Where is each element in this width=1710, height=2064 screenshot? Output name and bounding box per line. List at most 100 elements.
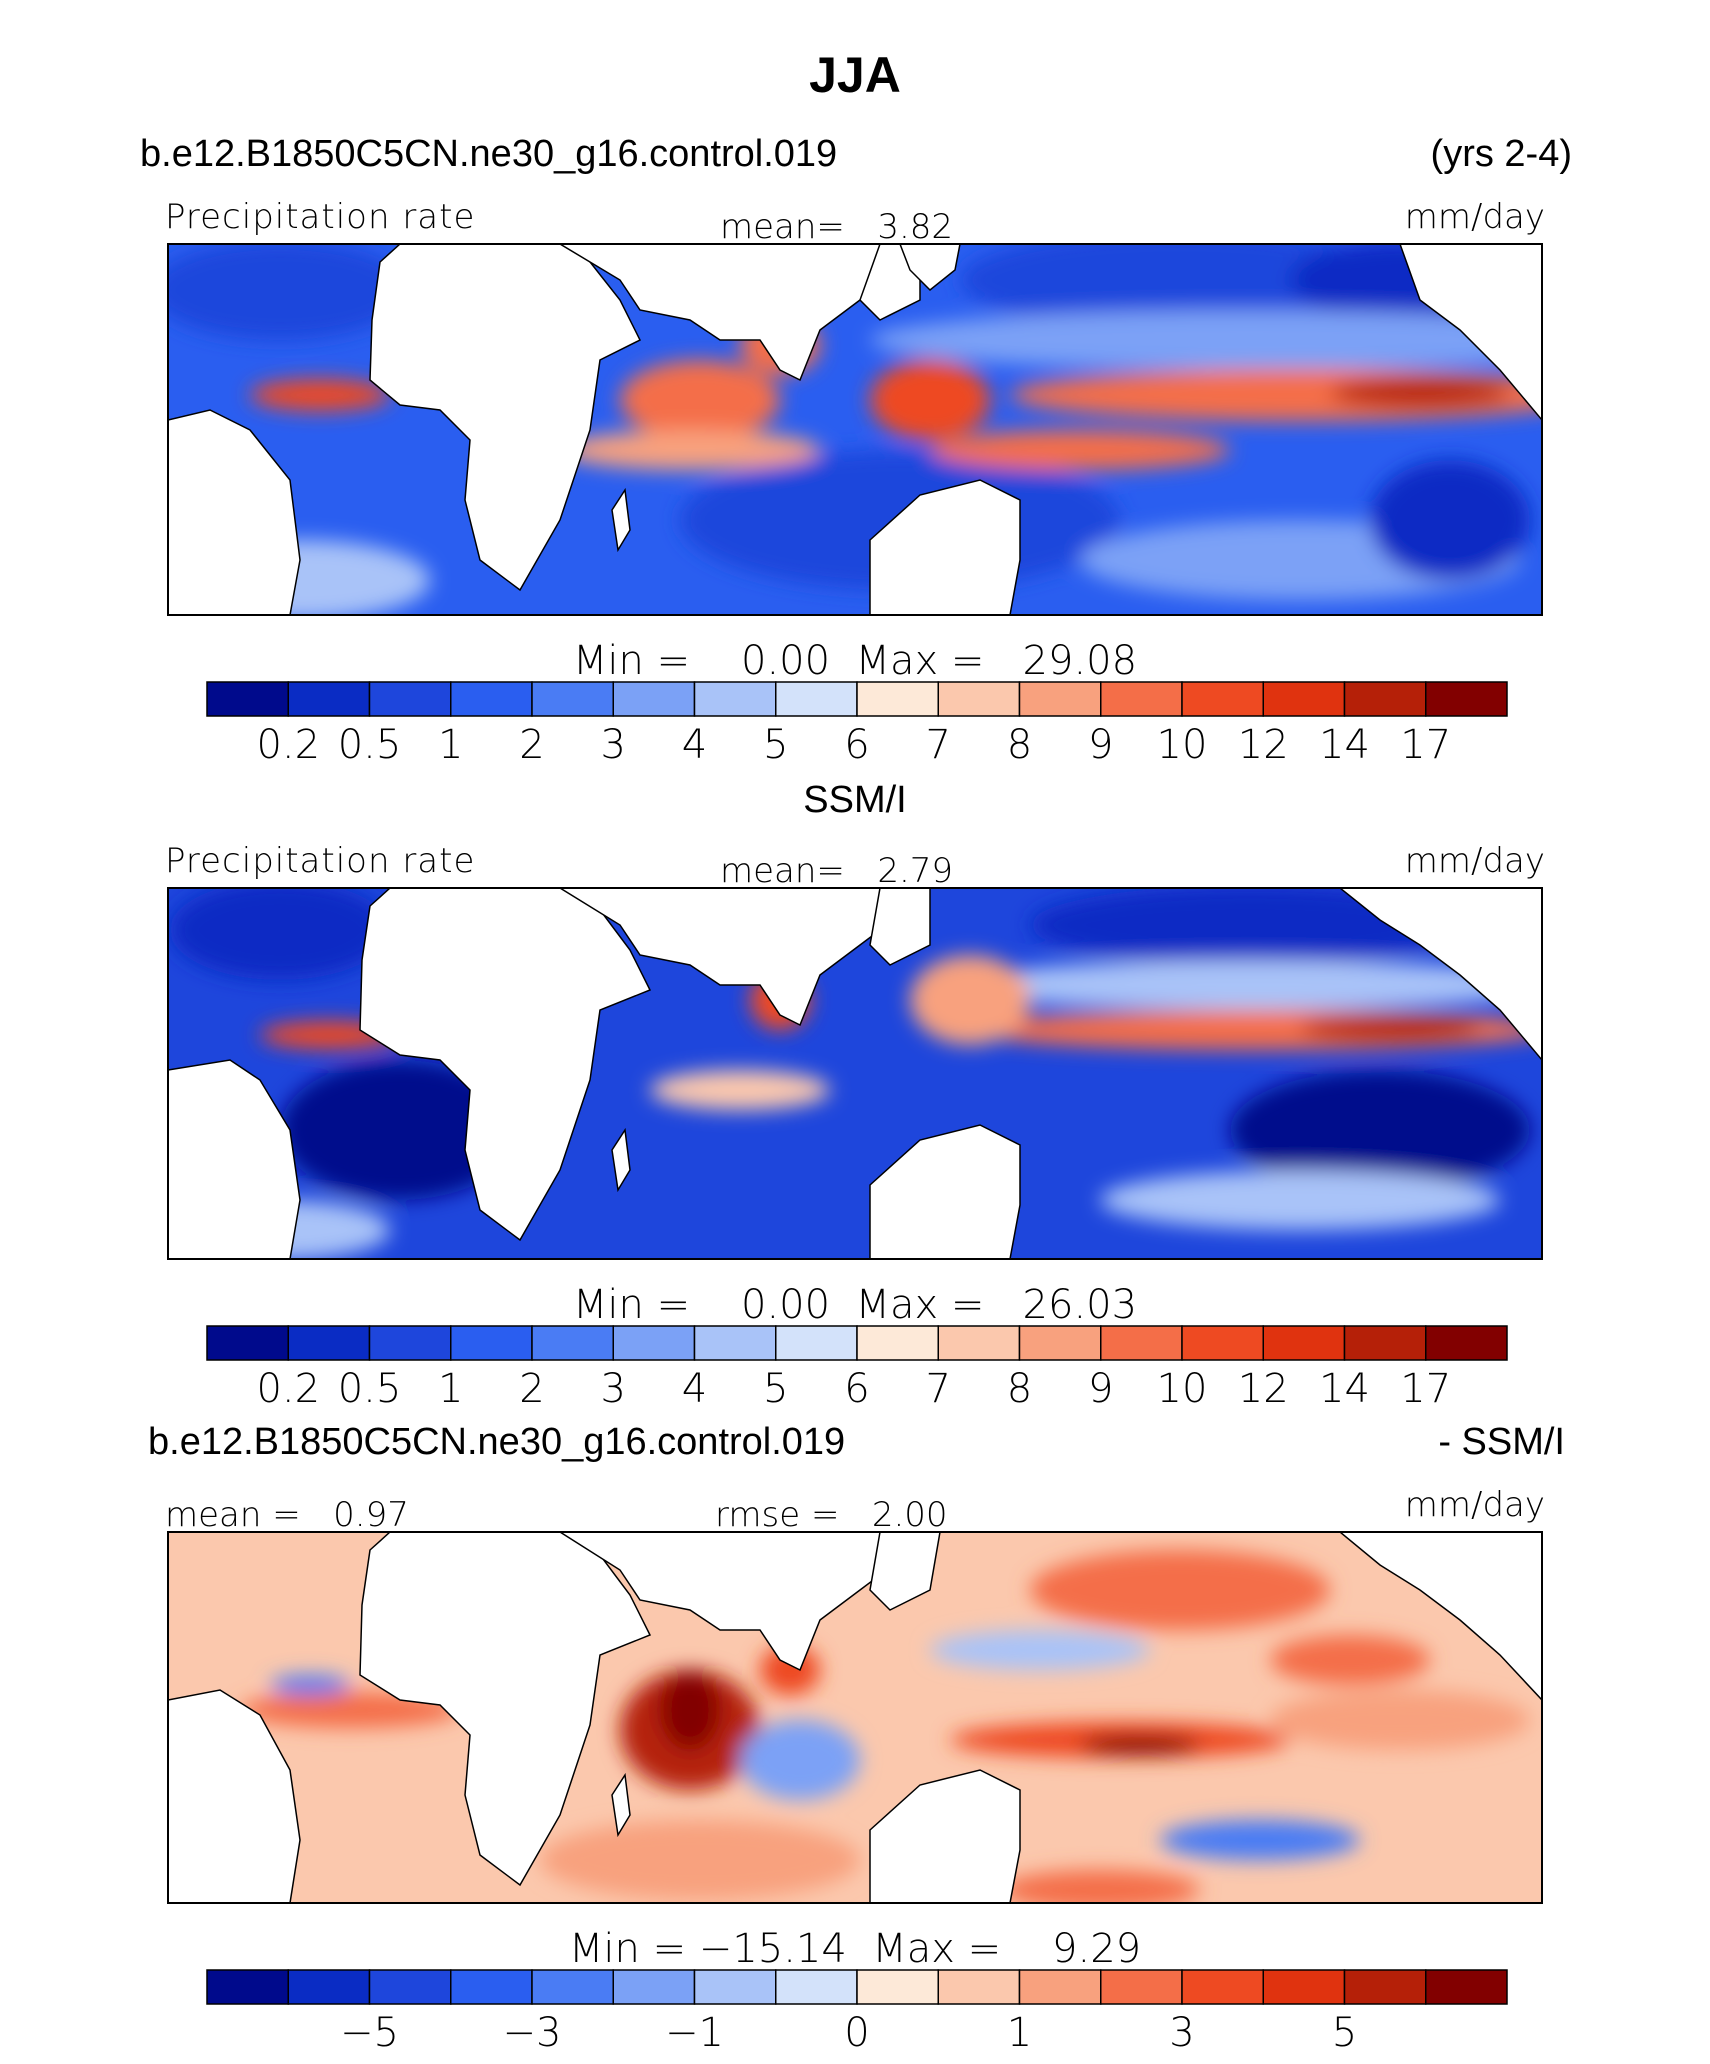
colorbar-labels: −5 −3 −1 0 1 3 5 — [340, 2010, 1357, 2056]
colorbar-tick-label: −3 — [503, 2010, 562, 2056]
colorbar-swatch — [1343, 1325, 1427, 1361]
colorbar-swatch — [368, 1969, 452, 2005]
mean-label: mean= 2.79 — [720, 851, 953, 891]
colorbar-swatch — [1262, 1969, 1346, 2005]
colorbar-swatch — [612, 1325, 696, 1361]
map-frame — [167, 243, 1543, 616]
diff-header-left: b.e12.B1850C5CN.ne30_g16.control.019 — [148, 1421, 845, 1463]
colorbar-labels: 0.2 0.5 1 2 3 4 5 6 7 8 9 10 12 14 17 — [256, 1366, 1451, 1412]
colorbar-tick-label: 9 — [1088, 1366, 1113, 1412]
colorbar-tick-label: 14 — [1319, 722, 1370, 768]
colorbar-tick-label: 12 — [1238, 722, 1289, 768]
colorbar-swatch — [206, 1325, 289, 1361]
colorbar-swatch — [1262, 1325, 1346, 1361]
case-name: b.e12.B1850C5CN.ne30_g16.control.019 — [140, 133, 837, 175]
colorbar-swatch — [450, 681, 533, 717]
colorbar-swatch — [1181, 681, 1264, 717]
colorbar-tick-label: 3 — [601, 722, 626, 768]
diff-header-right: - SSM/I — [1438, 1421, 1565, 1463]
colorbar-tick-label: 1 — [1007, 2010, 1032, 2056]
map-area — [168, 888, 1542, 1259]
colorbar-swatch — [775, 1325, 858, 1361]
colorbar-swatch — [1425, 1969, 1508, 2005]
colorbar-tick-label: 5 — [1332, 2010, 1357, 2056]
minmax-label: Min = −15.14 Max = 9.29 — [569, 1926, 1141, 1972]
colorbar-swatch — [287, 1969, 371, 2005]
colorbar-tick-label: 12 — [1238, 1366, 1289, 1412]
colorbar-tick-label: 1 — [438, 1366, 463, 1412]
colorbar-tick-label: 5 — [763, 1366, 788, 1412]
colorbar-tick-label: 9 — [1088, 722, 1113, 768]
colorbar-swatch — [531, 1969, 614, 2005]
colorbar-swatch — [1018, 1325, 1102, 1361]
units-label: mm/day — [1405, 197, 1545, 237]
colorbar-swatch — [450, 1325, 533, 1361]
colorbar-swatch — [1181, 1969, 1264, 2005]
colorbar-tick-label: 3 — [1169, 2010, 1194, 2056]
colorbar-tick-label: −5 — [340, 2010, 399, 2056]
colorbar-tick-label: 10 — [1157, 722, 1208, 768]
colorbar-swatch — [937, 1969, 1021, 2005]
colorbar-tick-label: 7 — [926, 722, 951, 768]
colorbar-swatch — [206, 1969, 289, 2005]
field-label: Precipitation rate — [165, 841, 475, 881]
colorbar-swatch — [612, 1969, 696, 2005]
colorbar-tick-label: 7 — [926, 1366, 951, 1412]
panel-model: Precipitation rate mean= 3.82 mm/day — [165, 197, 1545, 768]
colorbar-swatch — [1100, 1325, 1183, 1361]
map-area — [168, 1532, 1542, 1903]
colorbar-swatch — [856, 1325, 939, 1361]
colorbar-tick-label: 0.5 — [338, 1366, 402, 1412]
colorbar-swatch — [1425, 1325, 1508, 1361]
colorbar — [206, 1969, 1508, 2005]
colorbar-swatch — [206, 681, 289, 717]
colorbar-tick-label: 0 — [844, 2010, 869, 2056]
colorbar-tick-label: 4 — [682, 722, 707, 768]
colorbar-swatch — [368, 1325, 452, 1361]
colorbar-swatch — [287, 1325, 371, 1361]
colorbar-swatch — [937, 1325, 1021, 1361]
colorbar-swatch — [775, 681, 858, 717]
colorbar-tick-label: 1 — [438, 722, 463, 768]
colorbar-tick-label: 2 — [519, 722, 544, 768]
colorbar-swatch — [287, 681, 371, 717]
colorbar-tick-label: 8 — [1007, 1366, 1032, 1412]
panel-header: SSM/I — [803, 779, 906, 821]
map-frame — [167, 1531, 1543, 1904]
colorbar — [206, 1325, 1508, 1361]
colorbar-swatch — [693, 681, 777, 717]
colorbar-tick-label: 17 — [1400, 1366, 1451, 1412]
colorbar-swatch — [450, 1969, 533, 2005]
figure-title: JJA — [809, 47, 901, 103]
colorbar-swatch — [531, 681, 614, 717]
colorbar-tick-label: 6 — [844, 1366, 869, 1412]
colorbar-swatch — [693, 1325, 777, 1361]
colorbar-tick-label: 8 — [1007, 722, 1032, 768]
colorbar-swatch — [1425, 681, 1508, 717]
colorbar-tick-label: 3 — [601, 1366, 626, 1412]
map-area — [168, 244, 1542, 615]
mean-label: mean= 3.82 — [720, 207, 953, 247]
colorbar-swatch — [1343, 681, 1427, 717]
colorbar-tick-label: 5 — [763, 722, 788, 768]
panel-diff: b.e12.B1850C5CN.ne30_g16.control.019 - S… — [148, 1421, 1565, 2056]
colorbar-swatch — [1100, 681, 1183, 717]
mean-label: mean = 0.97 — [165, 1495, 409, 1535]
colorbar-swatch — [937, 681, 1021, 717]
colorbar-tick-label: 17 — [1400, 722, 1451, 768]
minmax-label: Min = 0.00 Max = 26.03 — [573, 1282, 1137, 1328]
colorbar-swatch — [775, 1969, 858, 2005]
colorbar — [206, 681, 1508, 717]
colorbar-tick-label: 0.2 — [256, 1366, 320, 1412]
colorbar-swatch — [1018, 1969, 1102, 2005]
colorbar-tick-label: 6 — [844, 722, 869, 768]
colorbar-swatch — [1100, 1969, 1183, 2005]
years-label: (yrs 2-4) — [1431, 133, 1572, 175]
colorbar-tick-label: 0.2 — [256, 722, 320, 768]
panel-obs: SSM/I Precipitation rate mean= 2.79 mm/d… — [165, 779, 1545, 1412]
colorbar-swatch — [612, 681, 696, 717]
rmse-label: rmse = 2.00 — [715, 1495, 948, 1535]
colorbar-tick-label: −1 — [665, 2010, 724, 2056]
colorbar-swatch — [368, 681, 452, 717]
